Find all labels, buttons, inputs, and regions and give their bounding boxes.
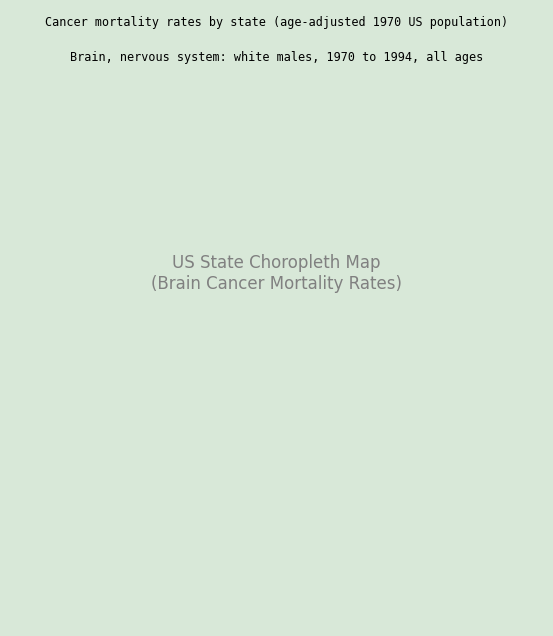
Text: Cancer mortality rates by state (age-adjusted 1970 US population): Cancer mortality rates by state (age-adj…: [45, 17, 508, 29]
Text: Brain, nervous system: white males, 1970 to 1994, all ages: Brain, nervous system: white males, 1970…: [70, 51, 483, 64]
Text: US State Choropleth Map
(Brain Cancer Mortality Rates): US State Choropleth Map (Brain Cancer Mo…: [151, 254, 402, 293]
